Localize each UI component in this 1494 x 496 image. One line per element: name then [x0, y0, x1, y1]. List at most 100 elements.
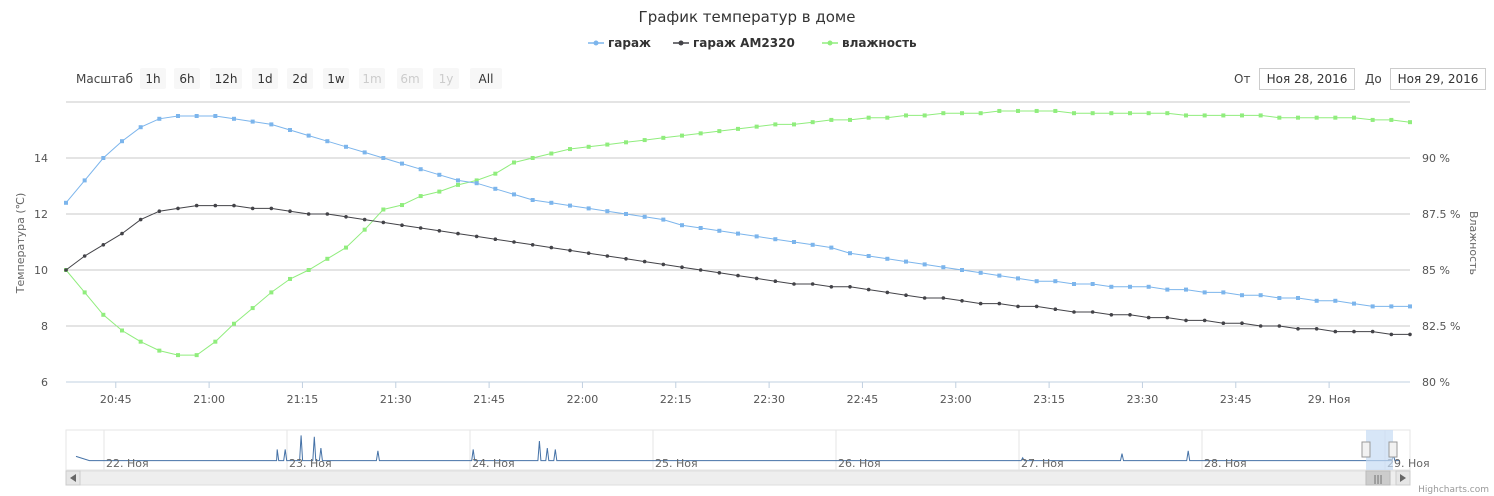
data-point	[250, 206, 255, 211]
data-point	[605, 142, 610, 147]
series-group	[64, 108, 1412, 358]
data-point	[1165, 287, 1170, 292]
navigator[interactable]: 22. Ноя 23. Ноя 24. Ноя 25. Ноя 26. Ноя 27. Н…	[65, 429, 1430, 471]
data-point	[885, 115, 890, 120]
y-right-tick-label: 82.5 %	[1422, 320, 1460, 333]
navigator-date-label: 27. Ноя	[1021, 457, 1064, 470]
data-point	[269, 290, 274, 295]
data-point	[493, 186, 498, 191]
range-button-bg	[470, 68, 502, 89]
data-point	[1240, 113, 1244, 118]
range-button-6m[interactable]: 6m	[397, 68, 423, 89]
data-point	[773, 122, 778, 127]
to-label: До	[1365, 72, 1382, 86]
credits-link[interactable]: Highcharts.com	[1418, 485, 1489, 495]
x-tick-label: 22:30	[753, 393, 785, 406]
scrollbar-thumb[interactable]	[1365, 470, 1391, 486]
data-point	[325, 256, 330, 261]
navigator-handle-right[interactable]	[1388, 441, 1398, 458]
scrollbar[interactable]: |||	[65, 470, 1411, 486]
navigator-frame	[65, 429, 1411, 471]
data-point	[101, 312, 106, 317]
data-point	[904, 259, 908, 264]
data-point	[138, 339, 143, 344]
data-point	[1408, 120, 1412, 125]
range-button-bg	[359, 68, 385, 89]
x-tick-label: 21:30	[380, 393, 412, 406]
data-point	[437, 172, 442, 177]
range-button-12h[interactable]: 12h	[210, 68, 242, 89]
data-point	[418, 226, 423, 230]
data-point	[848, 285, 852, 289]
legend-item-1[interactable]: гараж	[588, 36, 651, 50]
data-point	[736, 231, 740, 236]
range-button-all[interactable]: All	[470, 68, 502, 89]
data-point	[232, 321, 236, 326]
data-point	[624, 212, 628, 216]
data-point	[1109, 313, 1114, 317]
data-point	[941, 265, 946, 270]
data-point	[1128, 284, 1132, 289]
grid-lines	[66, 101, 1410, 383]
range-selector: Масштаб 1h 6h 12h 1d 2d 1w 1m 6m 1y All	[76, 68, 502, 89]
data-point	[1184, 113, 1188, 118]
date-to-input[interactable]: Ноя 29, 2016	[1390, 68, 1486, 90]
data-point	[418, 194, 423, 199]
data-point	[194, 353, 199, 358]
data-point	[642, 259, 647, 264]
navigator-series	[75, 435, 1400, 462]
data-point	[586, 144, 591, 149]
data-point	[960, 268, 964, 272]
range-button-2d[interactable]: 2d	[287, 68, 313, 89]
x-tick-label: 21:00	[193, 393, 225, 406]
data-point	[680, 223, 684, 228]
data-point	[400, 161, 404, 166]
range-button-1y[interactable]: 1y	[433, 68, 459, 89]
data-point	[810, 120, 815, 125]
range-button-6h[interactable]: 6h	[174, 68, 200, 89]
data-point	[568, 147, 572, 152]
x-tick-label: 21:45	[473, 393, 505, 406]
x-tick-label: 21:15	[287, 393, 319, 406]
data-point	[344, 245, 348, 250]
data-point	[213, 203, 218, 208]
data-point	[1408, 332, 1412, 337]
data-point	[586, 206, 591, 211]
data-point	[288, 209, 292, 213]
data-point	[512, 240, 516, 244]
data-point	[960, 299, 964, 303]
x-tick-label: 20:45	[100, 393, 132, 406]
data-point	[829, 117, 834, 122]
data-point	[269, 206, 274, 211]
data-point	[325, 139, 330, 144]
legend-item-3[interactable]: влажность	[822, 36, 917, 50]
range-button-1m[interactable]: 1m	[359, 68, 385, 89]
data-point	[1016, 108, 1020, 113]
data-point	[624, 140, 628, 145]
data-point	[157, 348, 162, 353]
data-point	[1072, 310, 1076, 314]
data-point	[176, 206, 180, 211]
y-axis-right-title: Влажность	[1467, 211, 1480, 275]
navigator-handle-left[interactable]	[1361, 441, 1371, 458]
data-point	[306, 133, 311, 138]
data-point	[1053, 307, 1058, 312]
date-from-input[interactable]: Ноя 28, 2016	[1259, 68, 1355, 90]
range-button-1d[interactable]: 1d	[252, 68, 278, 89]
data-point	[1370, 117, 1375, 122]
data-point	[101, 243, 106, 247]
range-button-1h[interactable]: 1h	[140, 68, 166, 89]
data-point	[1389, 332, 1394, 337]
y-axis-left-title: Температура (℃)	[14, 193, 27, 295]
data-point	[1016, 304, 1020, 309]
scrollbar-track[interactable]	[65, 470, 1411, 486]
data-point	[717, 129, 722, 134]
data-point	[1202, 113, 1207, 118]
data-point	[698, 131, 703, 136]
data-point	[213, 339, 218, 344]
range-button-label: All	[479, 72, 494, 86]
legend-item-2[interactable]: гараж AM2320	[673, 36, 795, 50]
series-line	[65, 115, 1410, 307]
range-button-1w[interactable]: 1w	[323, 68, 349, 89]
y-right-tick-label: 80 %	[1422, 376, 1450, 389]
